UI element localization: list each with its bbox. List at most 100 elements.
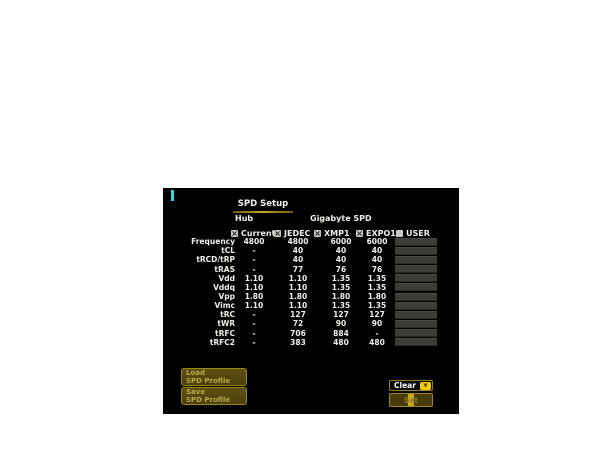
value-cell: - [252,264,256,274]
user-value-cell[interactable] [395,274,437,283]
checkbox-checked-icon[interactable]: × [314,228,321,238]
value-cell: 1.10 [244,273,264,283]
value-cell: 40 [335,246,347,256]
value-cell: 1.35 [331,301,351,311]
user-value-cell[interactable] [395,237,437,246]
column-header-expo1: × EXPO1 [356,228,396,238]
table-row: tRCD/tRP - 40 40 40 [163,255,443,264]
column-header-xmp1: × XMP1 [314,228,350,238]
chevron-down-icon: ▼ [420,381,431,390]
value-cell: 480 [333,337,349,347]
value-cell: 1.10 [288,282,308,292]
clear-dropdown-label: Clear [394,381,416,390]
value-cell: - [252,337,256,347]
row-label: Vimc [214,301,235,311]
column-label: USER [406,228,430,238]
column-label: EXPO1 [366,228,396,238]
load-button-label-line1: Load [186,369,206,377]
user-value-cell[interactable] [395,329,437,338]
row-label: Vddq [213,282,235,292]
value-cell: 1.80 [367,292,387,302]
user-value-cell[interactable] [395,310,437,319]
table-row: Vdd 1.10 1.10 1.35 1.35 [163,274,443,283]
row-label: tCL [221,246,235,256]
value-cell: 1.35 [367,282,387,292]
save-spd-profile-button[interactable]: Save SPD Profile [181,387,247,405]
user-value-cell[interactable] [395,246,437,255]
table-row: Frequency 4800 4800 6000 6000 [163,237,443,246]
value-cell: - [252,246,256,256]
set-button[interactable]: Set [389,393,433,407]
text-cursor-indicator [171,190,174,201]
spd-table: Frequency 4800 4800 6000 6000 tCL -40 40 40 tRCD/… [163,237,443,347]
row-label: tRFC [215,328,235,338]
value-cell: - [375,328,379,338]
clear-dropdown[interactable]: Clear ▼ [389,380,433,391]
value-cell: 127 [333,310,349,320]
checkbox-unchecked-icon[interactable] [396,229,403,237]
user-value-cell[interactable] [395,255,437,264]
user-value-cell[interactable] [395,265,437,274]
value-cell: 90 [371,319,383,329]
section-label-gigabyte-spd: Gigabyte SPD [310,214,372,223]
value-cell: 40 [371,255,383,265]
value-cell: 480 [369,337,385,347]
row-label: tRC [220,310,235,320]
save-button-label-line1: Save [186,388,206,396]
value-cell: 1.10 [288,273,308,283]
value-cell: 1.35 [367,301,387,311]
table-row: tRFC - 706 884 - [163,329,443,338]
value-cell: 6000 [330,237,352,247]
value-cell: 40 [292,255,304,265]
column-header-current: × Current [231,228,275,238]
row-label: Vdd [218,273,235,283]
user-value-cell[interactable] [395,292,437,301]
user-value-cell[interactable] [395,319,437,328]
table-row: Vpp 1.80 1.80 1.80 1.80 [163,292,443,301]
value-cell: 1.10 [244,301,264,311]
value-cell: - [252,319,256,329]
table-row: Vimc 1.10 1.10 1.35 1.35 [163,301,443,310]
value-cell: 40 [335,255,347,265]
value-cell: 1.10 [244,282,264,292]
column-header-row: × Current × JEDEC × XMP1 × EXPO1 USER [163,228,459,238]
load-spd-profile-button[interactable]: Load SPD Profile [181,368,247,386]
value-cell: 77 [292,264,304,274]
checkbox-checked-icon[interactable]: × [231,228,238,238]
user-value-cell[interactable] [395,283,437,292]
checkbox-checked-icon[interactable]: × [356,228,363,238]
column-label: JEDEC [284,228,311,238]
column-header-jedec: × JEDEC [274,228,310,238]
value-cell: 127 [369,310,385,320]
value-cell: 72 [292,319,304,329]
value-cell: 4800 [287,237,309,247]
value-cell: 1.80 [288,292,308,302]
table-row: tWR - 72 90 90 [163,319,443,328]
value-cell: - [252,255,256,265]
row-label: Vpp [218,292,235,302]
value-cell: 706 [290,328,306,338]
table-row: tRAS - 77 76 76 [163,264,443,274]
value-cell: 1.35 [331,273,351,283]
save-button-label-line2: SPD Profile [186,395,231,404]
table-row: tRFC2 - 383 480 480 [163,338,443,347]
user-value-cell[interactable] [395,301,437,310]
value-cell: 1.35 [331,282,351,292]
value-cell: 1.35 [367,273,387,283]
value-cell: 1.80 [331,292,351,302]
column-label: XMP1 [324,228,350,238]
value-cell: 76 [371,264,383,274]
value-cell: - [252,310,256,320]
value-cell: 4800 [243,237,265,247]
row-label: Frequency [191,237,235,247]
tab-spd-setup[interactable]: SPD Setup [233,193,293,213]
user-value-cell[interactable] [395,338,437,347]
checkbox-checked-icon[interactable]: × [274,228,281,238]
row-label: tWR [217,319,235,329]
table-row: tRC - 127 127 127 [163,310,443,319]
value-cell: 6000 [366,237,388,247]
section-label-hub: Hub [235,214,254,223]
table-row: tCL - 40 40 40 [163,246,443,255]
table-row: Vddq 1.10 1.10 1.35 1.35 [163,283,443,292]
value-cell: 1.80 [244,292,264,302]
